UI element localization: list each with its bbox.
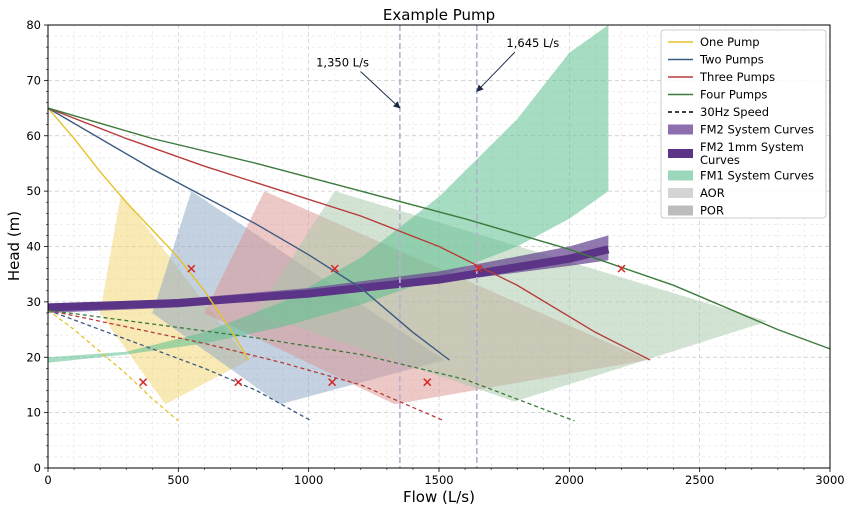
legend-label-one: One Pump (700, 35, 760, 49)
x-tick-label: 2000 (555, 473, 584, 487)
legend-label-line: FM2 1mm System (700, 140, 804, 154)
y-tick-label: 20 (26, 350, 41, 364)
annotation-label: 1,645 L/s (506, 36, 559, 50)
legend-swatch-fm1 (668, 170, 693, 181)
legend-label-aor: AOR (700, 186, 725, 200)
legend-label-slow: 30Hz Speed (700, 105, 769, 119)
legend-label-three: Three Pumps (699, 70, 775, 84)
legend-label-two: Two Pumps (699, 53, 764, 67)
y-tick-label: 30 (26, 295, 41, 309)
y-tick-label: 40 (26, 240, 41, 254)
pump-curve (47, 107, 651, 361)
x-tick-label: 1500 (424, 473, 453, 487)
legend-swatch-aor (668, 188, 693, 198)
bep-marker (617, 264, 626, 273)
legend-swatch-fm2_1mm (668, 149, 693, 158)
legend-label-fm2: FM2 System Curves (700, 123, 814, 137)
legend-swatch-por (668, 205, 693, 216)
annotations: 1,350 L/s 1,645 L/s (316, 36, 559, 109)
y-tick-label: 60 (26, 129, 41, 143)
x-tick-label: 0 (44, 473, 51, 487)
slow-speed-curve (47, 309, 445, 422)
x-tick-label: 500 (167, 473, 189, 487)
slow-speed-curve (47, 309, 179, 422)
bep-marker (139, 378, 148, 387)
bep-marker (330, 264, 339, 273)
legend-label-por: POR (700, 204, 724, 218)
slow-speed-curve (47, 309, 575, 422)
y-tick-label: 0 (34, 461, 41, 475)
y-tick-label: 80 (26, 18, 41, 32)
slow-speed-curve (47, 309, 312, 422)
annotation-label: 1,350 L/s (316, 56, 369, 70)
bep-marker (187, 264, 196, 273)
chart-title: Example Pump (383, 6, 495, 24)
bep-marker (474, 264, 483, 273)
pump-curves (47, 107, 831, 422)
pump-curve (47, 107, 831, 350)
y-tick-label: 10 (26, 406, 41, 420)
bep-marker (234, 378, 243, 387)
legend-label-fm2_1mm: FM2 1mm System Curves (700, 140, 804, 167)
axis-ticks: 0 500 1000 1500 2000 2500 3000 0 10 20 30 40 50 60 70 8… (26, 18, 844, 487)
bep-marker (328, 378, 337, 387)
flow-reference-lines (399, 25, 478, 468)
bep-marker (423, 378, 432, 387)
y-tick-label: 70 (26, 73, 41, 87)
y-tick-label: 50 (26, 184, 41, 198)
x-tick-label: 1000 (294, 473, 323, 487)
legend-box (660, 29, 827, 219)
bep-markers (139, 264, 626, 387)
pump-curve (47, 107, 250, 361)
legend-label-fm1: FM1 System Curves (700, 169, 814, 183)
x-tick-label: 3000 (815, 473, 844, 487)
pump-curve (47, 107, 450, 361)
legend-swatch-fm2 (668, 124, 693, 135)
x-tick-label: 2500 (685, 473, 714, 487)
annotation-arrow (360, 71, 401, 109)
legend: One Pump Two Pumps Three Pumps Four Pumps 30… (660, 29, 827, 219)
y-axis-label: Head (m) (5, 211, 23, 281)
fm2-1mm-line (47, 245, 610, 312)
annotation-arrow (476, 51, 516, 92)
legend-label-four: Four Pumps (700, 88, 767, 102)
x-axis-label: Flow (L/s) (403, 488, 475, 506)
legend-label-line: Curves (700, 153, 740, 167)
